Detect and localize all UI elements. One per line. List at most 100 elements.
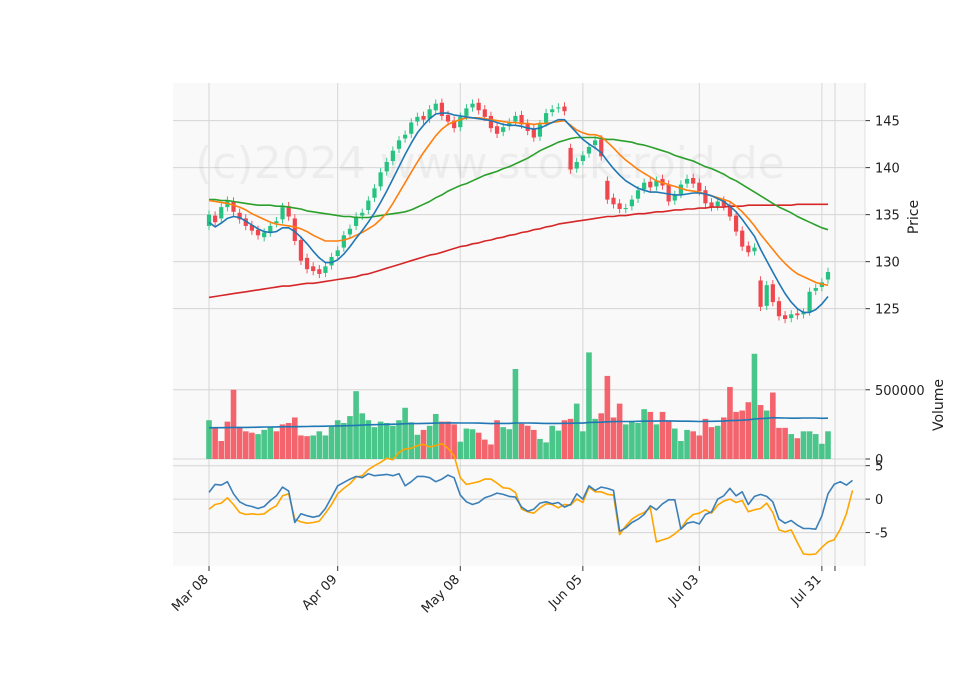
volume-bar bbox=[678, 441, 684, 459]
candle-body bbox=[746, 245, 751, 253]
volume-bar bbox=[414, 434, 421, 459]
candle-body bbox=[206, 214, 212, 226]
volume-bar bbox=[531, 429, 537, 459]
candle-body bbox=[464, 108, 469, 116]
volume-bar bbox=[249, 432, 255, 459]
candle-body bbox=[721, 200, 726, 207]
candle-body bbox=[384, 161, 389, 172]
volume-bar bbox=[463, 428, 470, 459]
volume-bar bbox=[776, 427, 782, 459]
candle-body bbox=[335, 250, 340, 257]
candle-body bbox=[733, 215, 739, 232]
candle-body bbox=[249, 224, 255, 231]
volume-bar bbox=[708, 427, 715, 459]
volume-bar bbox=[402, 407, 408, 459]
volume-bar bbox=[500, 427, 506, 459]
candle-body bbox=[268, 225, 273, 233]
candle-body bbox=[519, 114, 524, 125]
candle-body bbox=[697, 182, 702, 192]
candle-body bbox=[347, 228, 353, 235]
oscillator-line-b bbox=[208, 442, 854, 556]
candle-body bbox=[543, 113, 549, 123]
volume-bar bbox=[426, 425, 433, 459]
candle-body bbox=[494, 126, 500, 134]
candle-body bbox=[648, 181, 653, 188]
volume-bar bbox=[218, 441, 225, 459]
candle-body bbox=[611, 197, 616, 205]
candle-body bbox=[562, 106, 567, 112]
candle-body bbox=[635, 190, 641, 199]
volume-bar bbox=[721, 417, 727, 459]
y-tick-label: 145 bbox=[875, 115, 900, 130]
volume-bar bbox=[580, 431, 586, 459]
volume-bar bbox=[285, 423, 292, 459]
candle-body bbox=[556, 107, 561, 109]
candle-body bbox=[782, 315, 788, 320]
volume-bar bbox=[610, 417, 617, 459]
candle-body bbox=[501, 127, 506, 132]
volume-bar bbox=[561, 420, 568, 459]
candle-body bbox=[629, 199, 634, 207]
volume-bar bbox=[567, 418, 574, 459]
candle-body bbox=[360, 212, 365, 216]
candle-body bbox=[488, 115, 494, 129]
candle-body bbox=[507, 122, 512, 127]
volume-bar bbox=[206, 420, 212, 459]
candle-body bbox=[243, 218, 248, 226]
volume-bar bbox=[573, 403, 580, 459]
candle-body bbox=[439, 102, 444, 116]
x-tick-label: Jul 31 bbox=[788, 572, 825, 609]
candle-body bbox=[605, 180, 610, 200]
candle-body bbox=[390, 150, 395, 162]
volume-bar bbox=[727, 387, 733, 459]
oscillator-line-a bbox=[208, 472, 853, 532]
x-tick-label: Jun 05 bbox=[545, 572, 585, 612]
volume-bar bbox=[794, 438, 801, 459]
volume-bar bbox=[365, 420, 372, 459]
volume-bar bbox=[408, 422, 415, 459]
candle-body bbox=[654, 180, 659, 187]
candle-body bbox=[458, 116, 463, 128]
volume-bar bbox=[641, 409, 647, 459]
volume-bar bbox=[475, 432, 482, 459]
candle-body bbox=[292, 218, 297, 241]
volume-bar bbox=[819, 443, 825, 459]
volume-bar bbox=[481, 439, 488, 459]
candle-body bbox=[280, 207, 285, 220]
candle-body bbox=[568, 147, 573, 170]
volume-bar bbox=[665, 420, 672, 459]
volume-bar bbox=[310, 435, 316, 459]
volume-bar bbox=[702, 418, 709, 459]
moving-average-fast-line bbox=[208, 112, 829, 314]
x-tick-label: May 08 bbox=[419, 572, 463, 616]
candle-body bbox=[617, 203, 622, 210]
candle-body bbox=[764, 285, 769, 306]
candle-body bbox=[286, 206, 291, 217]
volume-bar bbox=[825, 431, 831, 459]
candle-body bbox=[672, 194, 677, 201]
volume-bar bbox=[439, 421, 445, 459]
candle-body bbox=[727, 205, 733, 217]
price-axis-label: Price bbox=[906, 200, 922, 234]
volume-bar bbox=[322, 435, 329, 459]
candle-body bbox=[678, 184, 684, 194]
candle-body bbox=[213, 215, 218, 223]
volume-bar bbox=[396, 420, 402, 459]
volume-bar bbox=[328, 426, 335, 459]
candle-body bbox=[433, 103, 438, 111]
volume-bar bbox=[267, 427, 274, 459]
volume-bar bbox=[212, 427, 218, 459]
candle-body bbox=[623, 208, 628, 210]
candle-body bbox=[427, 109, 432, 119]
y-tick-label: 130 bbox=[875, 256, 900, 271]
candle-body bbox=[586, 146, 592, 154]
candle-body bbox=[770, 284, 775, 303]
candle-body bbox=[531, 129, 536, 138]
candle-body bbox=[255, 229, 261, 236]
volume-bar bbox=[255, 434, 261, 459]
volume-bar bbox=[690, 431, 696, 459]
candle-body bbox=[758, 280, 763, 307]
volume-bar bbox=[359, 413, 366, 459]
volume-bar bbox=[598, 413, 605, 459]
